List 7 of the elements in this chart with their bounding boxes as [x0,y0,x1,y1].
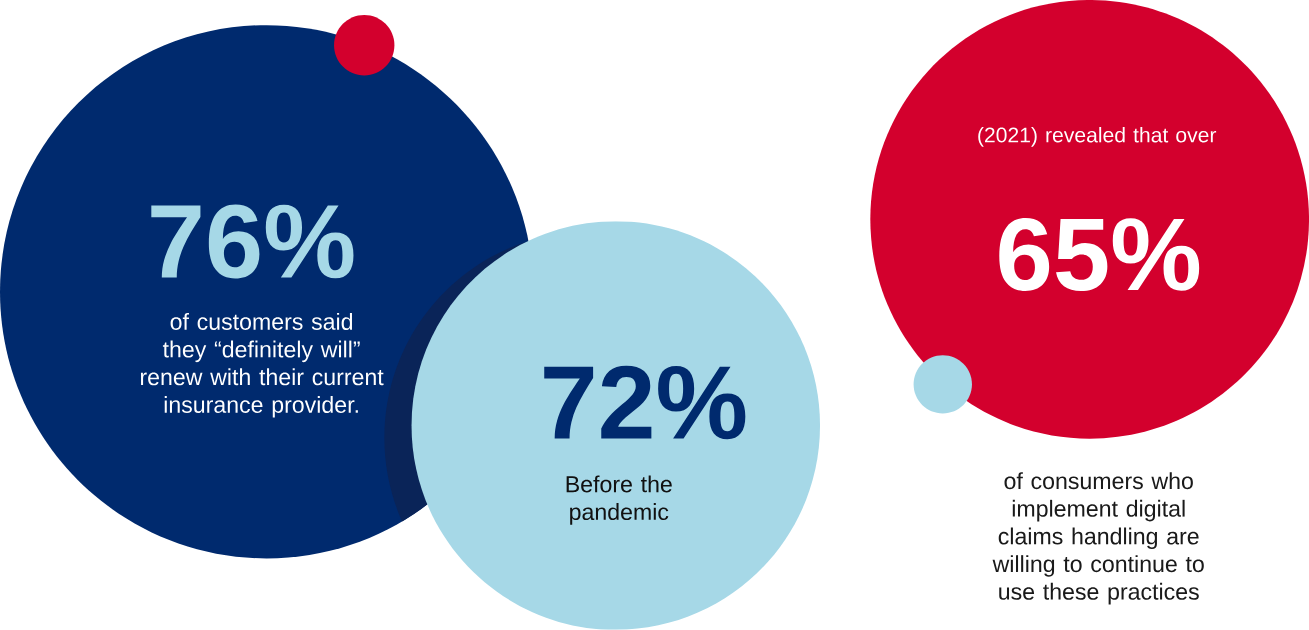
category-label: Before the pandemic [566,475,672,525]
text: (2021) revealed that over [978,127,1217,147]
category-label: of consumers who implement digital claims handling are willing to continue to use these practices [992,472,1204,605]
data-label: 76% [151,204,354,279]
category-label: of customers said they “definitely will” renew with their current insurance provider. [140,313,384,418]
data-label: 65% [999,218,1200,292]
data-label: 72% [544,365,746,440]
